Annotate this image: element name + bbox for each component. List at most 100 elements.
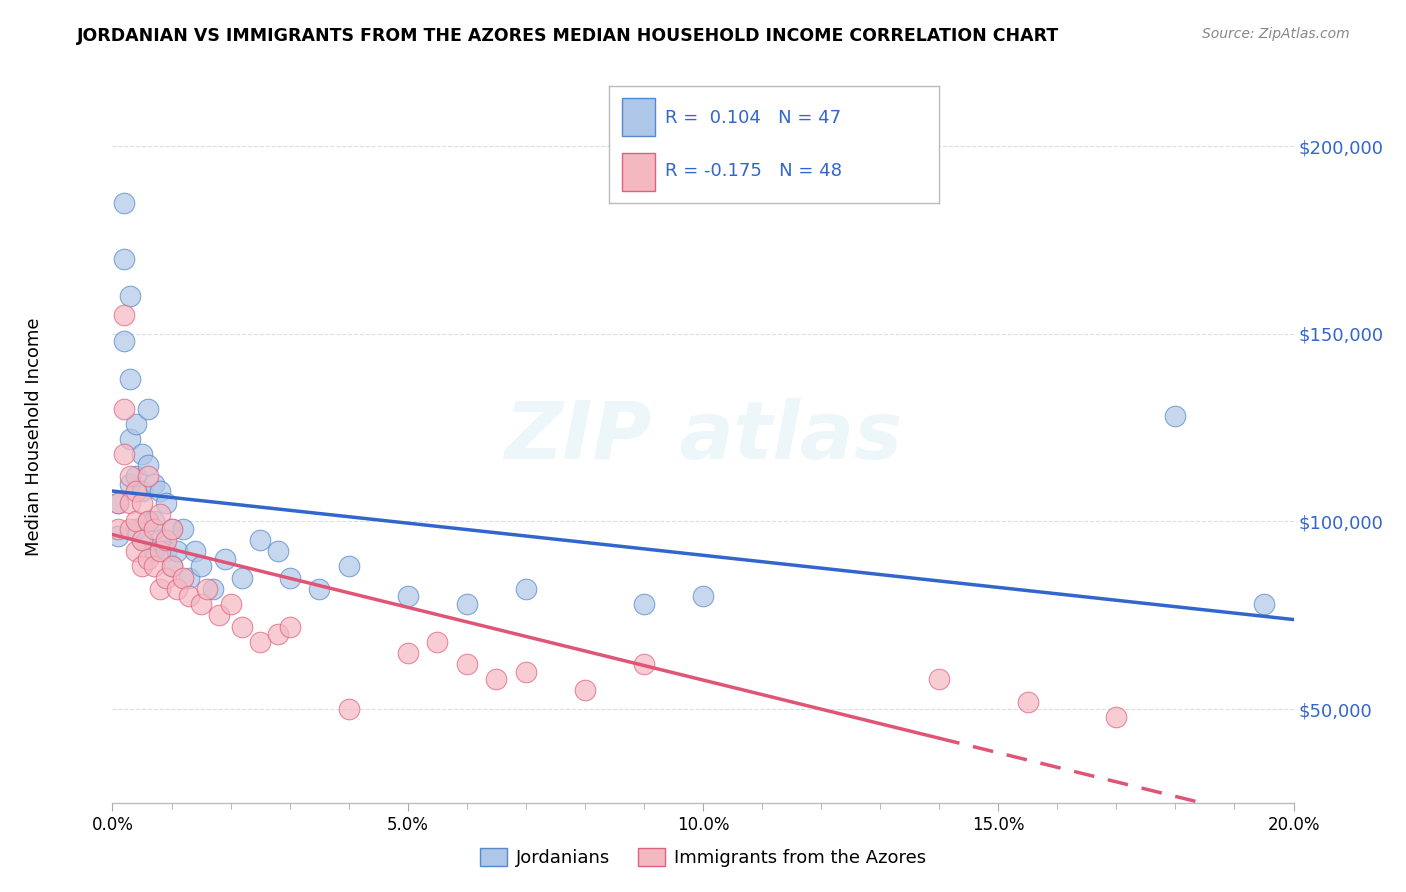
Y-axis label: Median Household Income: Median Household Income	[25, 318, 44, 557]
Point	[184, 544, 207, 558]
Point	[172, 522, 194, 536]
Point	[120, 289, 142, 303]
Point	[125, 484, 148, 499]
Point	[160, 522, 183, 536]
Point	[107, 496, 129, 510]
Point	[337, 702, 360, 716]
Point	[396, 590, 419, 604]
Point	[208, 608, 231, 623]
Text: Source: ZipAtlas.com: Source: ZipAtlas.com	[1202, 27, 1350, 41]
Point	[136, 458, 159, 473]
Point	[112, 334, 135, 349]
Point	[1017, 694, 1039, 708]
Point	[231, 619, 253, 633]
Point	[160, 559, 183, 574]
Point	[1105, 709, 1128, 723]
Point	[149, 544, 172, 558]
Point	[201, 582, 224, 596]
Point	[267, 627, 290, 641]
Point	[160, 522, 183, 536]
Point	[120, 477, 142, 491]
Point	[278, 619, 301, 633]
Point	[142, 515, 165, 529]
Point	[179, 590, 201, 604]
Point	[267, 544, 290, 558]
Legend: Jordanians, Immigrants from the Azores: Jordanians, Immigrants from the Azores	[472, 840, 934, 874]
Point	[1253, 597, 1275, 611]
Point	[172, 571, 194, 585]
Point	[125, 544, 148, 558]
Point	[112, 308, 135, 322]
Point	[136, 515, 159, 529]
Point	[136, 552, 159, 566]
Point	[337, 559, 360, 574]
Point	[155, 544, 177, 558]
Point	[112, 252, 135, 266]
Text: JORDANIAN VS IMMIGRANTS FROM THE AZORES MEDIAN HOUSEHOLD INCOME CORRELATION CHAR: JORDANIAN VS IMMIGRANTS FROM THE AZORES …	[77, 27, 1060, 45]
Point	[131, 447, 153, 461]
Point	[515, 582, 537, 596]
Point	[1164, 409, 1187, 424]
Point	[107, 496, 129, 510]
Point	[136, 515, 159, 529]
Point	[515, 665, 537, 679]
Point	[125, 417, 148, 431]
Point	[426, 634, 449, 648]
Point	[131, 533, 153, 548]
Point	[456, 597, 478, 611]
Point	[112, 401, 135, 416]
Point	[456, 657, 478, 671]
Point	[131, 533, 153, 548]
Point	[692, 590, 714, 604]
Point	[125, 469, 148, 483]
Point	[120, 522, 142, 536]
Point	[107, 529, 129, 543]
Point	[149, 582, 172, 596]
Point	[928, 672, 950, 686]
Point	[112, 447, 135, 461]
Point	[136, 401, 159, 416]
Point	[142, 559, 165, 574]
Point	[166, 582, 188, 596]
Point	[112, 195, 135, 210]
Point	[195, 582, 218, 596]
Point	[125, 522, 148, 536]
Point	[149, 533, 172, 548]
Point	[179, 571, 201, 585]
Point	[136, 469, 159, 483]
Point	[278, 571, 301, 585]
Point	[155, 533, 177, 548]
Point	[125, 515, 148, 529]
Point	[249, 533, 271, 548]
Point	[142, 544, 165, 558]
Point	[131, 559, 153, 574]
Point	[107, 522, 129, 536]
Point	[190, 597, 212, 611]
Point	[190, 559, 212, 574]
Point	[120, 372, 142, 386]
Point	[574, 683, 596, 698]
Point	[219, 597, 242, 611]
Point	[160, 559, 183, 574]
Point	[149, 507, 172, 521]
Point	[131, 484, 153, 499]
Point	[155, 571, 177, 585]
Point	[633, 597, 655, 611]
Point	[155, 496, 177, 510]
Point	[120, 469, 142, 483]
Text: ZIP atlas: ZIP atlas	[503, 398, 903, 476]
Point	[166, 544, 188, 558]
Point	[308, 582, 330, 596]
Point	[149, 484, 172, 499]
Point	[142, 477, 165, 491]
Point	[485, 672, 508, 686]
Point	[249, 634, 271, 648]
Point	[120, 432, 142, 446]
Point	[396, 646, 419, 660]
Point	[131, 496, 153, 510]
Point	[214, 552, 236, 566]
Point	[231, 571, 253, 585]
Point	[142, 522, 165, 536]
Point	[633, 657, 655, 671]
Point	[120, 496, 142, 510]
